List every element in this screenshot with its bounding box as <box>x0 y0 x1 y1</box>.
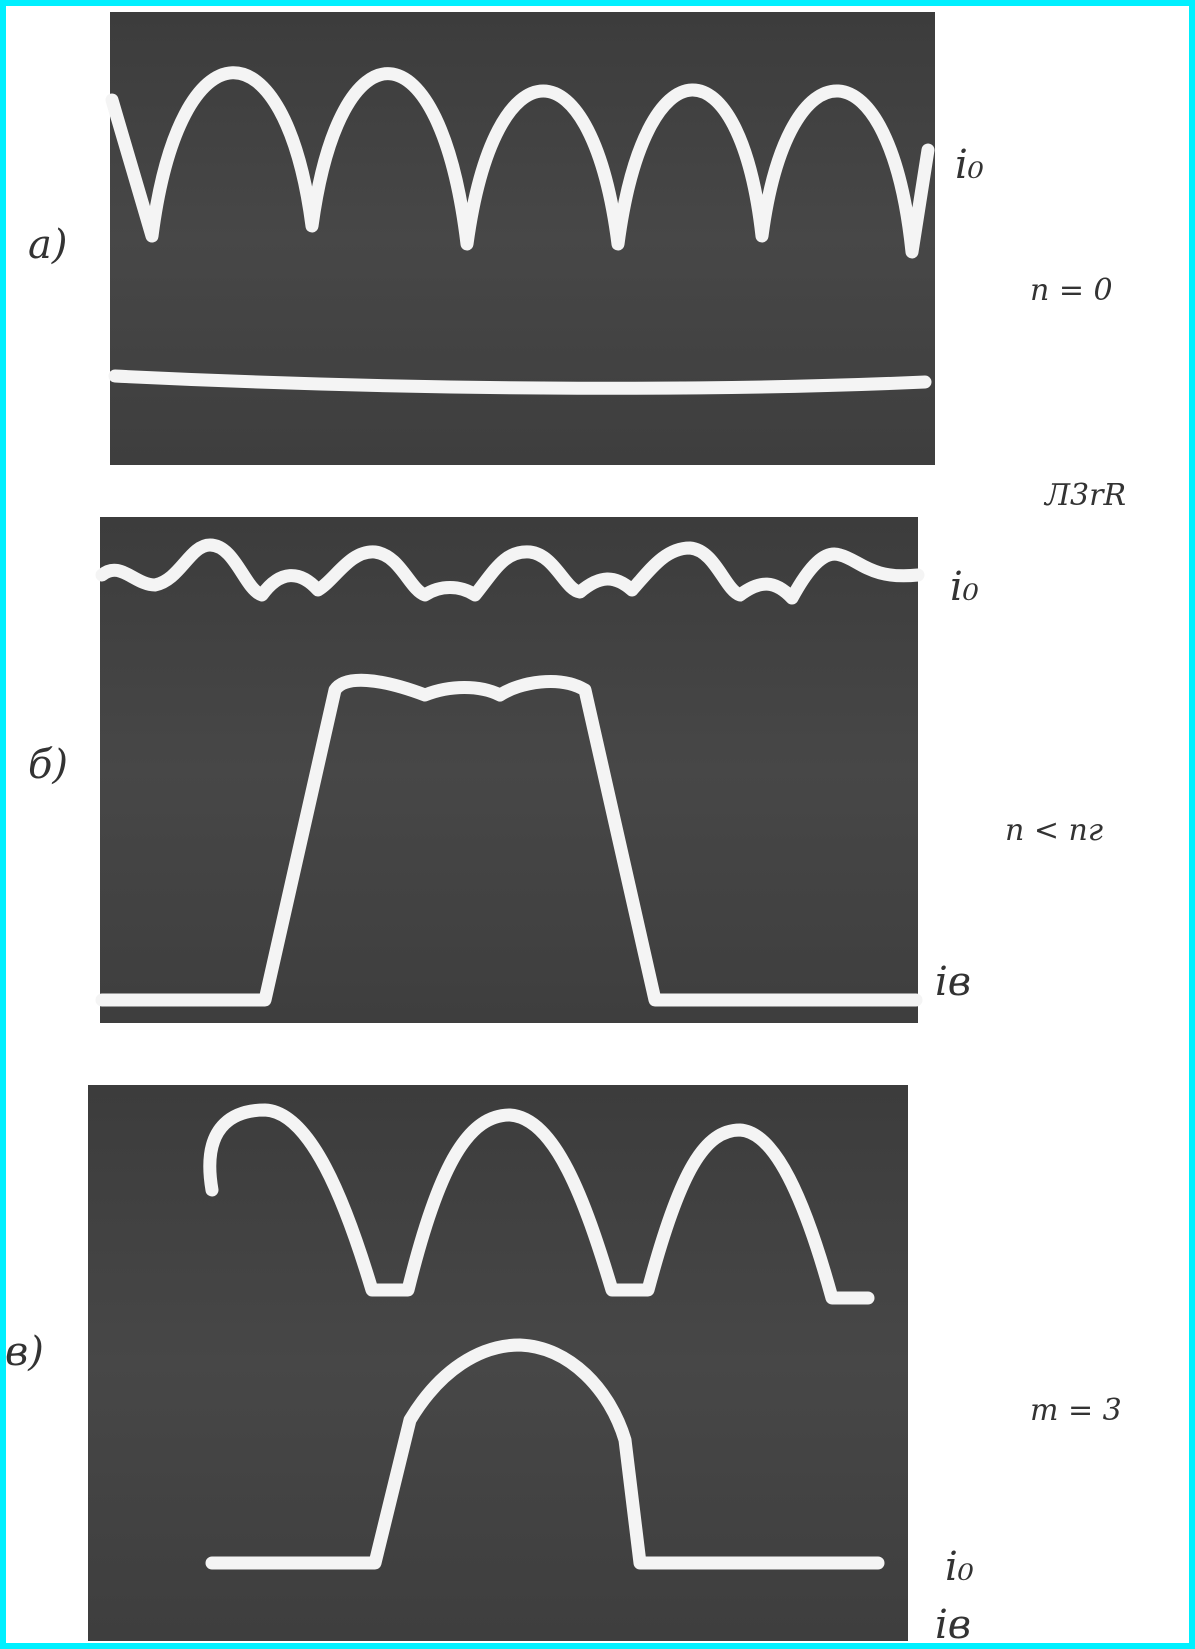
screen <box>110 12 935 465</box>
condition: m = 3 <box>1030 1393 1122 1428</box>
trace-i0 <box>203 1103 875 1305</box>
panel-label: в) <box>5 1329 44 1375</box>
trace-i0 <box>95 538 925 605</box>
signal-label: iв <box>935 959 971 1005</box>
signal-label: i₀ <box>945 1544 974 1590</box>
trace-baseline <box>108 369 932 395</box>
trace-iv <box>205 1338 885 1570</box>
screen <box>88 1085 908 1641</box>
oscillogram-c <box>88 1085 908 1641</box>
signal-label: i₀ <box>955 142 984 188</box>
trace-iv <box>95 673 923 1007</box>
oscillogram-b <box>95 517 925 1023</box>
signal-label: i₀ <box>950 564 979 610</box>
oscillogram-a <box>105 12 935 465</box>
panel-label: a) <box>28 222 67 268</box>
screen <box>100 517 918 1023</box>
condition: n = 0 <box>1030 273 1113 308</box>
trace-i0 <box>105 66 935 259</box>
condition: n < nг <box>1005 813 1103 848</box>
panel-label: б) <box>28 742 68 788</box>
signal-label: iв <box>935 1602 971 1648</box>
note: Л3rR <box>1043 478 1126 513</box>
